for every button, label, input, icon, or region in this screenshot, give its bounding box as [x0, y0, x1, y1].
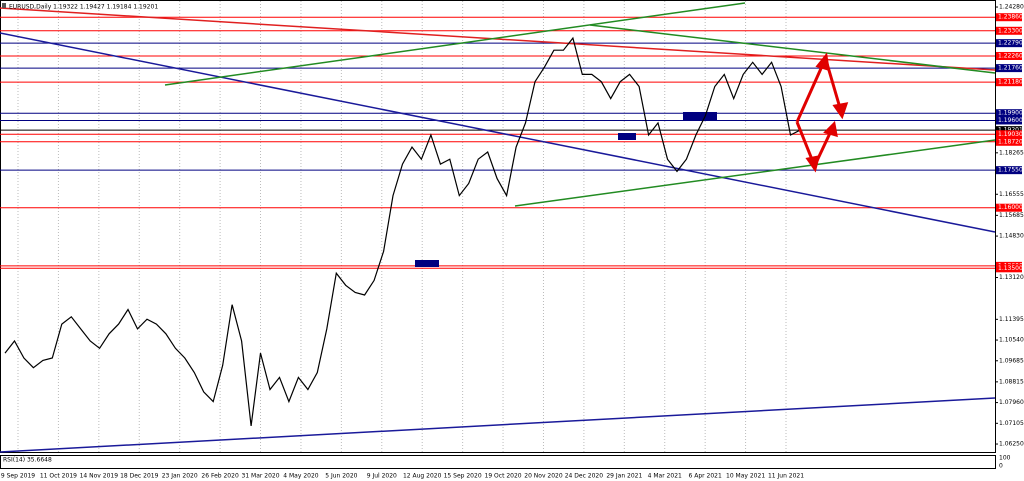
- level-label: 1.16000: [998, 204, 1023, 211]
- price-frame: [0, 0, 996, 453]
- level-label-box: [996, 264, 1022, 273]
- y-tick-label: 1.18265: [999, 149, 1024, 156]
- level-label-box: [996, 126, 1022, 135]
- level-label: 1.23860: [998, 14, 1023, 21]
- level-label-box: [996, 130, 1022, 139]
- indicator-frame: [0, 455, 996, 469]
- arrow: [824, 59, 842, 109]
- zone-box: [618, 133, 636, 140]
- level-label-box: [996, 109, 1022, 118]
- arrow-head: [832, 102, 849, 120]
- indicator-scale: 100: [999, 455, 1011, 462]
- x-tick-label: 11 Jun 2021: [768, 473, 804, 480]
- arrow: [795, 121, 815, 163]
- x-tick-label: 20 Nov 2020: [524, 473, 563, 480]
- level-label-box: [996, 166, 1022, 175]
- y-tick-label: 1.16555: [999, 191, 1024, 198]
- trend-line: [0, 7, 996, 71]
- y-tick-label: 1.24280: [999, 4, 1024, 11]
- level-label: 1.21180: [998, 79, 1023, 86]
- arrow: [795, 63, 825, 123]
- x-tick-label: 10 May 2021: [726, 473, 765, 480]
- price-line: [4, 36, 801, 426]
- x-tick-label: 6 Apr 2021: [689, 473, 722, 480]
- x-tick-label: 31 Mar 2020: [242, 473, 280, 480]
- level-label-box: [996, 39, 1022, 48]
- x-tick-label: 24 Dec 2020: [565, 473, 604, 480]
- trend-line: [164, 2, 746, 86]
- y-tick-label: 1.10540: [999, 337, 1024, 344]
- trend-line: [514, 139, 996, 207]
- x-tick-label: 9 Jul 2020: [367, 473, 397, 480]
- level-label-box: [996, 64, 1022, 73]
- y-tick-label: 1.09685: [999, 357, 1024, 364]
- y-tick-label: 1.08815: [999, 378, 1024, 385]
- x-tick-label: 29 Jan 2021: [606, 473, 642, 480]
- price-axis: 1.24280 1.18265 1.16555 1.15685 1.14830 1.131…: [995, 4, 1024, 448]
- x-tick-label: 11 Oct 2019: [40, 473, 77, 480]
- x-tick-label: 26 Feb 2020: [201, 473, 239, 480]
- level-label: 1.22260: [998, 52, 1023, 59]
- trend-line: [589, 24, 996, 74]
- chart-title: EURUSD,Daily 1.19322 1.19427 1.19184 1.1…: [9, 4, 158, 11]
- level-label: 1.19030: [998, 131, 1023, 138]
- level-label: 1.21760: [998, 65, 1023, 72]
- level-label: 1.23300: [998, 27, 1023, 34]
- level-label-box: [996, 26, 1022, 35]
- level-label-box: [996, 116, 1022, 125]
- level-label: 1.19201: [998, 127, 1023, 134]
- y-tick-label: 1.06250: [999, 441, 1024, 448]
- x-tick-label: 5 Jun 2020: [325, 473, 357, 480]
- y-tick-label: 1.13120: [999, 274, 1024, 281]
- indicator-label: RSI(14) 35.6648: [3, 457, 52, 464]
- series: [4, 36, 801, 426]
- x-tick-label: 15 Sep 2020: [444, 473, 482, 480]
- indicator-scale: 0: [999, 463, 1003, 470]
- level-label: 1.13500: [998, 265, 1023, 272]
- x-tick-label: 18 Dec 2019: [120, 473, 159, 480]
- y-tick-label: 1.15685: [999, 212, 1024, 219]
- level-label: 1.18720: [998, 138, 1023, 145]
- arrow: [813, 130, 833, 166]
- level-label: 1.22790: [998, 40, 1023, 47]
- level-label-box: [996, 51, 1022, 60]
- zone-box: [683, 112, 717, 120]
- level-label-box: [996, 78, 1022, 87]
- level-label: 1.17550: [998, 167, 1023, 174]
- level-label-box: [996, 137, 1022, 146]
- trend-line: [0, 32, 996, 233]
- level-label-box: [996, 203, 1022, 212]
- y-tick-label: 1.11395: [999, 316, 1024, 323]
- x-tick-label: 12 Aug 2020: [403, 473, 442, 480]
- arrow-head: [823, 120, 838, 138]
- zone-box: [415, 260, 439, 267]
- trendlines: [0, 2, 996, 453]
- grid: [0, 1, 995, 452]
- level-label: 1.19900: [998, 110, 1023, 117]
- y-tick-label: 1.07960: [999, 399, 1024, 406]
- x-tick-label: 4 Mar 2021: [648, 473, 682, 480]
- forecast-arrows: [795, 52, 849, 173]
- y-tick-label: 1.14830: [999, 233, 1024, 240]
- x-tick-label: 19 Oct 2020: [485, 473, 522, 480]
- x-tick-label: 14 Nov 2019: [80, 473, 119, 480]
- x-tick-label: 9 Sep 2019: [1, 473, 35, 480]
- trend-line: [0, 397, 996, 453]
- x-tick-label: 4 May 2020: [283, 473, 318, 480]
- title-icon: [2, 3, 6, 8]
- level-label: 1.19600: [998, 117, 1023, 124]
- level-label-box: [996, 13, 1022, 22]
- x-tick-label: 23 Jan 2020: [162, 473, 198, 480]
- y-tick-label: 1.07105: [999, 420, 1024, 427]
